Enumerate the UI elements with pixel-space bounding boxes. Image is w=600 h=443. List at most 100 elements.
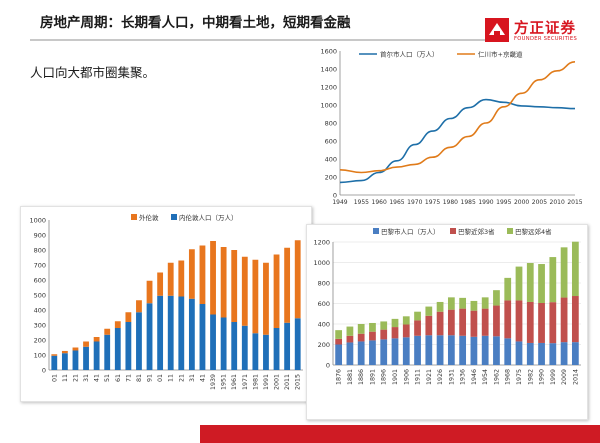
x-tick-label: 11 [62,374,69,382]
bar-2 [447,297,455,310]
x-tick-label: 91 [147,374,154,382]
bar-2 [402,316,410,325]
x-tick-label: 1955 [354,199,369,206]
x-tick-label: 1954 [482,369,489,385]
x-tick-label: 2011 [284,374,291,390]
seoul-chart-panel: 0 200 400 600 800 1000 1200 1400 1600 1949 1955 196… [307,43,584,210]
bar-0 [504,338,512,365]
bar-0 [493,336,500,365]
bar-1 [447,309,455,336]
bar-2 [346,326,354,336]
bar-0 [125,322,132,370]
bar-2 [481,297,489,309]
y-tick-label: 600 [325,138,337,146]
bar-1 [157,272,164,296]
x-tick-label: 1876 [336,369,343,385]
bar-2 [357,324,365,334]
bar-0 [357,341,365,365]
y-tick-label: 200 [325,174,337,182]
x-tick-label: 1962 [493,369,500,385]
bar-0 [560,342,568,365]
bar-0 [481,335,489,365]
bar-2 [380,321,388,330]
x-tick-label: 2000 [514,199,529,206]
bar-2 [470,300,478,311]
bar-0 [549,343,557,365]
legend-swatch-0 [171,214,177,220]
bar-1 [188,249,195,299]
x-tick-label: 1951 [221,374,228,390]
bar-1 [526,301,534,343]
legend-label-1: 外伦敦 [139,213,159,222]
x-tick-label: 2009 [561,369,568,385]
bar-0 [93,341,100,370]
y-tick-label: 200 [34,337,46,345]
bar-1 [481,308,489,336]
series-line-0 [339,98,576,184]
bar-2 [515,266,523,301]
y-tick-label: 300 [34,322,46,330]
bar-1 [549,302,557,344]
bar-0 [146,303,153,370]
x-tick-label: 1999 [550,369,557,385]
bar-2 [436,301,444,312]
bar-1 [346,335,354,343]
bar-0 [61,353,68,370]
bar-0 [252,333,259,370]
x-tick-label: 2001 [274,374,281,390]
bar-0 [526,342,534,365]
x-tick-label: 11 [168,374,175,382]
bar-0 [436,335,444,365]
legend-label-0: 内伦敦人口（万人） [179,213,238,222]
bar-1 [83,341,89,347]
x-tick-label: 1985 [461,199,476,206]
legend-swatch-2 [507,228,513,234]
bar-2 [391,318,399,328]
bar-1 [220,247,227,318]
x-tick-label: 71 [125,374,132,382]
legend-label-0: 首尔市人口（万人） [380,50,439,59]
y-tick-label: 0 [42,367,46,375]
title-divider [30,39,500,41]
bar-0 [104,334,111,370]
x-tick-label: 01 [51,374,58,382]
x-tick-label: 31 [189,374,196,382]
bar-1 [425,315,433,336]
bar-0 [178,296,185,370]
bar-0 [157,295,164,370]
bar-0 [402,337,410,365]
bar-2 [414,311,421,321]
page-subtitle: 人口向大都市圈集聚。 [30,65,156,80]
bar-1 [125,312,132,322]
y-tick-label: 800 [34,247,46,255]
x-tick-label: 1995 [496,199,511,206]
x-tick-label: 81 [136,374,143,382]
legend-label-2: 巴黎远郊4省 [515,227,552,236]
x-tick-label: 1960 [372,199,387,206]
x-tick-label: 1949 [332,199,347,206]
x-tick-label: 1886 [358,369,365,385]
bar-0 [335,344,343,365]
bar-1 [294,240,301,319]
y-tick-label: 0 [333,192,337,200]
y-tick-label: 1600 [320,48,337,56]
x-tick-label: 1931 [448,369,455,385]
x-tick-label: 1891 [369,369,376,385]
bar-1 [380,329,388,340]
bar-1 [273,254,280,328]
x-tick-label: 2010 [550,199,565,206]
bar-1 [51,354,58,356]
bar-1 [93,337,100,342]
x-tick-label: 31 [83,374,90,382]
x-tick-label: 1975 [516,369,523,385]
x-tick-label: 1975 [425,199,440,206]
x-tick-label: 1981 [252,374,259,390]
bar-1 [493,305,500,337]
bar-2 [549,257,557,303]
x-tick-label: 1991 [263,374,270,390]
x-tick-label: 1901 [392,369,399,385]
bar-1 [241,256,248,326]
bar-2 [493,290,500,306]
bar-1 [178,260,185,297]
x-tick-label: 1982 [527,369,534,385]
